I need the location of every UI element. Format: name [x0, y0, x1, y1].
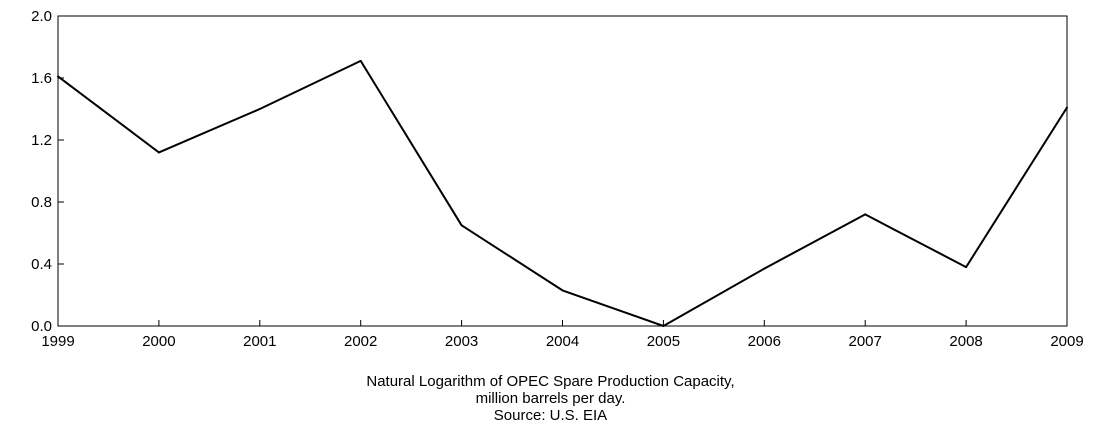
x-axis: 1999 2000 2001 2002 2003 2004 2005 2006 2007 2008… — [41, 320, 1084, 350]
data-point — [359, 59, 362, 62]
x-tick-label: 2003 — [445, 333, 478, 350]
data-point — [258, 108, 261, 110]
data-point — [57, 75, 59, 78]
x-tick-label: 1999 — [41, 333, 74, 350]
series-line — [57, 59, 1068, 327]
data-point — [662, 325, 665, 327]
y-tick-label: 0.0 — [31, 318, 52, 335]
y-tick-label: 1.6 — [31, 70, 52, 87]
data-point — [763, 267, 766, 270]
caption-line-2: million barrels per day. — [475, 390, 626, 407]
x-tick-label: 2006 — [748, 333, 781, 350]
y-tick-label: 2.0 — [31, 8, 52, 25]
data-point — [1066, 106, 1068, 109]
x-tick-label: 2001 — [243, 333, 276, 350]
y-axis: 0.0 0.4 0.8 1.2 1.6 2.0 — [31, 8, 64, 335]
data-point — [157, 151, 160, 154]
x-tick-label: 2002 — [344, 333, 377, 350]
data-point — [864, 213, 867, 216]
plot-frame — [57, 15, 1068, 327]
x-tick-label: 2007 — [849, 333, 882, 350]
caption-line-3: Source: U.S. EIA — [493, 407, 608, 424]
x-tick-label: 2009 — [1050, 333, 1083, 350]
data-point — [561, 289, 564, 292]
series-layer — [57, 59, 1068, 327]
x-tick-label: 2008 — [949, 333, 982, 350]
caption-line-1: Natural Logarithm of OPEC Spare Producti… — [366, 373, 735, 390]
y-tick-label: 0.8 — [31, 194, 52, 211]
y-tick-label: 0.4 — [31, 256, 52, 273]
y-tick-label: 1.2 — [31, 132, 52, 149]
data-point — [965, 266, 968, 269]
x-tick-label: 2004 — [546, 333, 579, 350]
data-point — [460, 224, 463, 227]
x-tick-label: 2000 — [142, 333, 175, 350]
x-tick-label: 2005 — [647, 333, 680, 350]
